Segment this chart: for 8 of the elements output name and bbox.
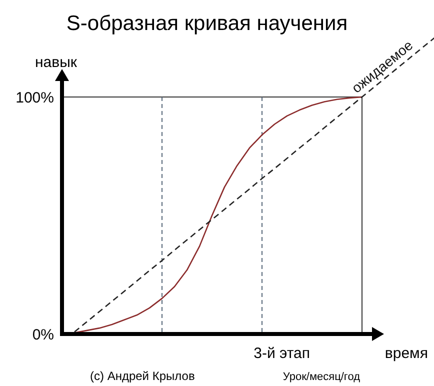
text: (c) Андрей Крылов (90, 369, 195, 383)
chart-title: S-образная кривая научения (66, 12, 348, 35)
y-tick-label: 100% (16, 89, 54, 106)
text: 3-й этап (254, 345, 310, 362)
y-axis-title: навык (35, 54, 78, 71)
y-tick-label: 0% (32, 326, 54, 344)
x-axis-title: время (384, 345, 428, 362)
text: Урок/месяц/год (282, 371, 361, 383)
